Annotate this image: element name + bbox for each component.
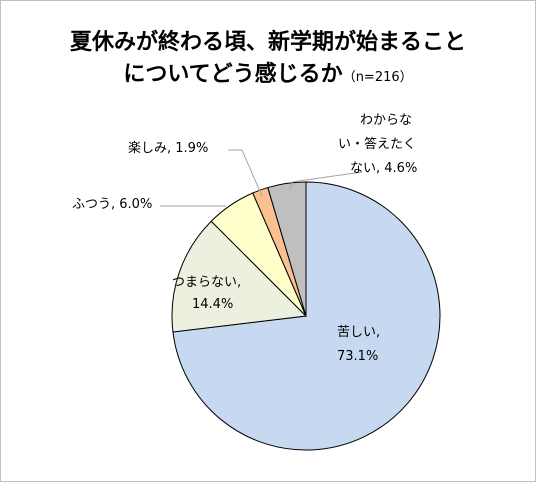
data-label-tsumaranai-value: 14.4%	[192, 297, 233, 312]
chart-subtitle: （n=216）	[342, 70, 413, 85]
leader-lines	[160, 149, 363, 207]
data-label-futsuu: ふつう, 6.0%	[72, 197, 152, 212]
leader-line-wakaranai	[289, 171, 363, 191]
data-label-tsumaranai-name: つまらない,	[172, 275, 241, 290]
data-label-wakaranai-line2: い・答えたく	[338, 136, 416, 152]
pie-slice-tsumaranai	[171, 220, 308, 333]
chart-title-line1: 夏休みが終わる頃、新学期が始まること	[69, 30, 466, 55]
data-label-wakaranai-line3: ない, 4.6%	[350, 161, 417, 176]
data-label-wakaranai-line1: わからな	[360, 113, 412, 128]
data-label-kurushii-value: 73.1%	[337, 349, 378, 364]
data-label-tanoshimi: 楽しみ, 1.9%	[128, 140, 208, 156]
pie-slice-wakaranai	[267, 181, 307, 317]
leader-line-tanoshimi	[228, 149, 263, 197]
data-label-kurushii-name: 苦しい,	[337, 324, 380, 340]
chart-title-line2: についてどう感じるか（n=216）	[0, 56, 536, 88]
pie-slices	[171, 181, 441, 451]
chart-title-line2-text: についてどう感じるか	[123, 62, 343, 87]
